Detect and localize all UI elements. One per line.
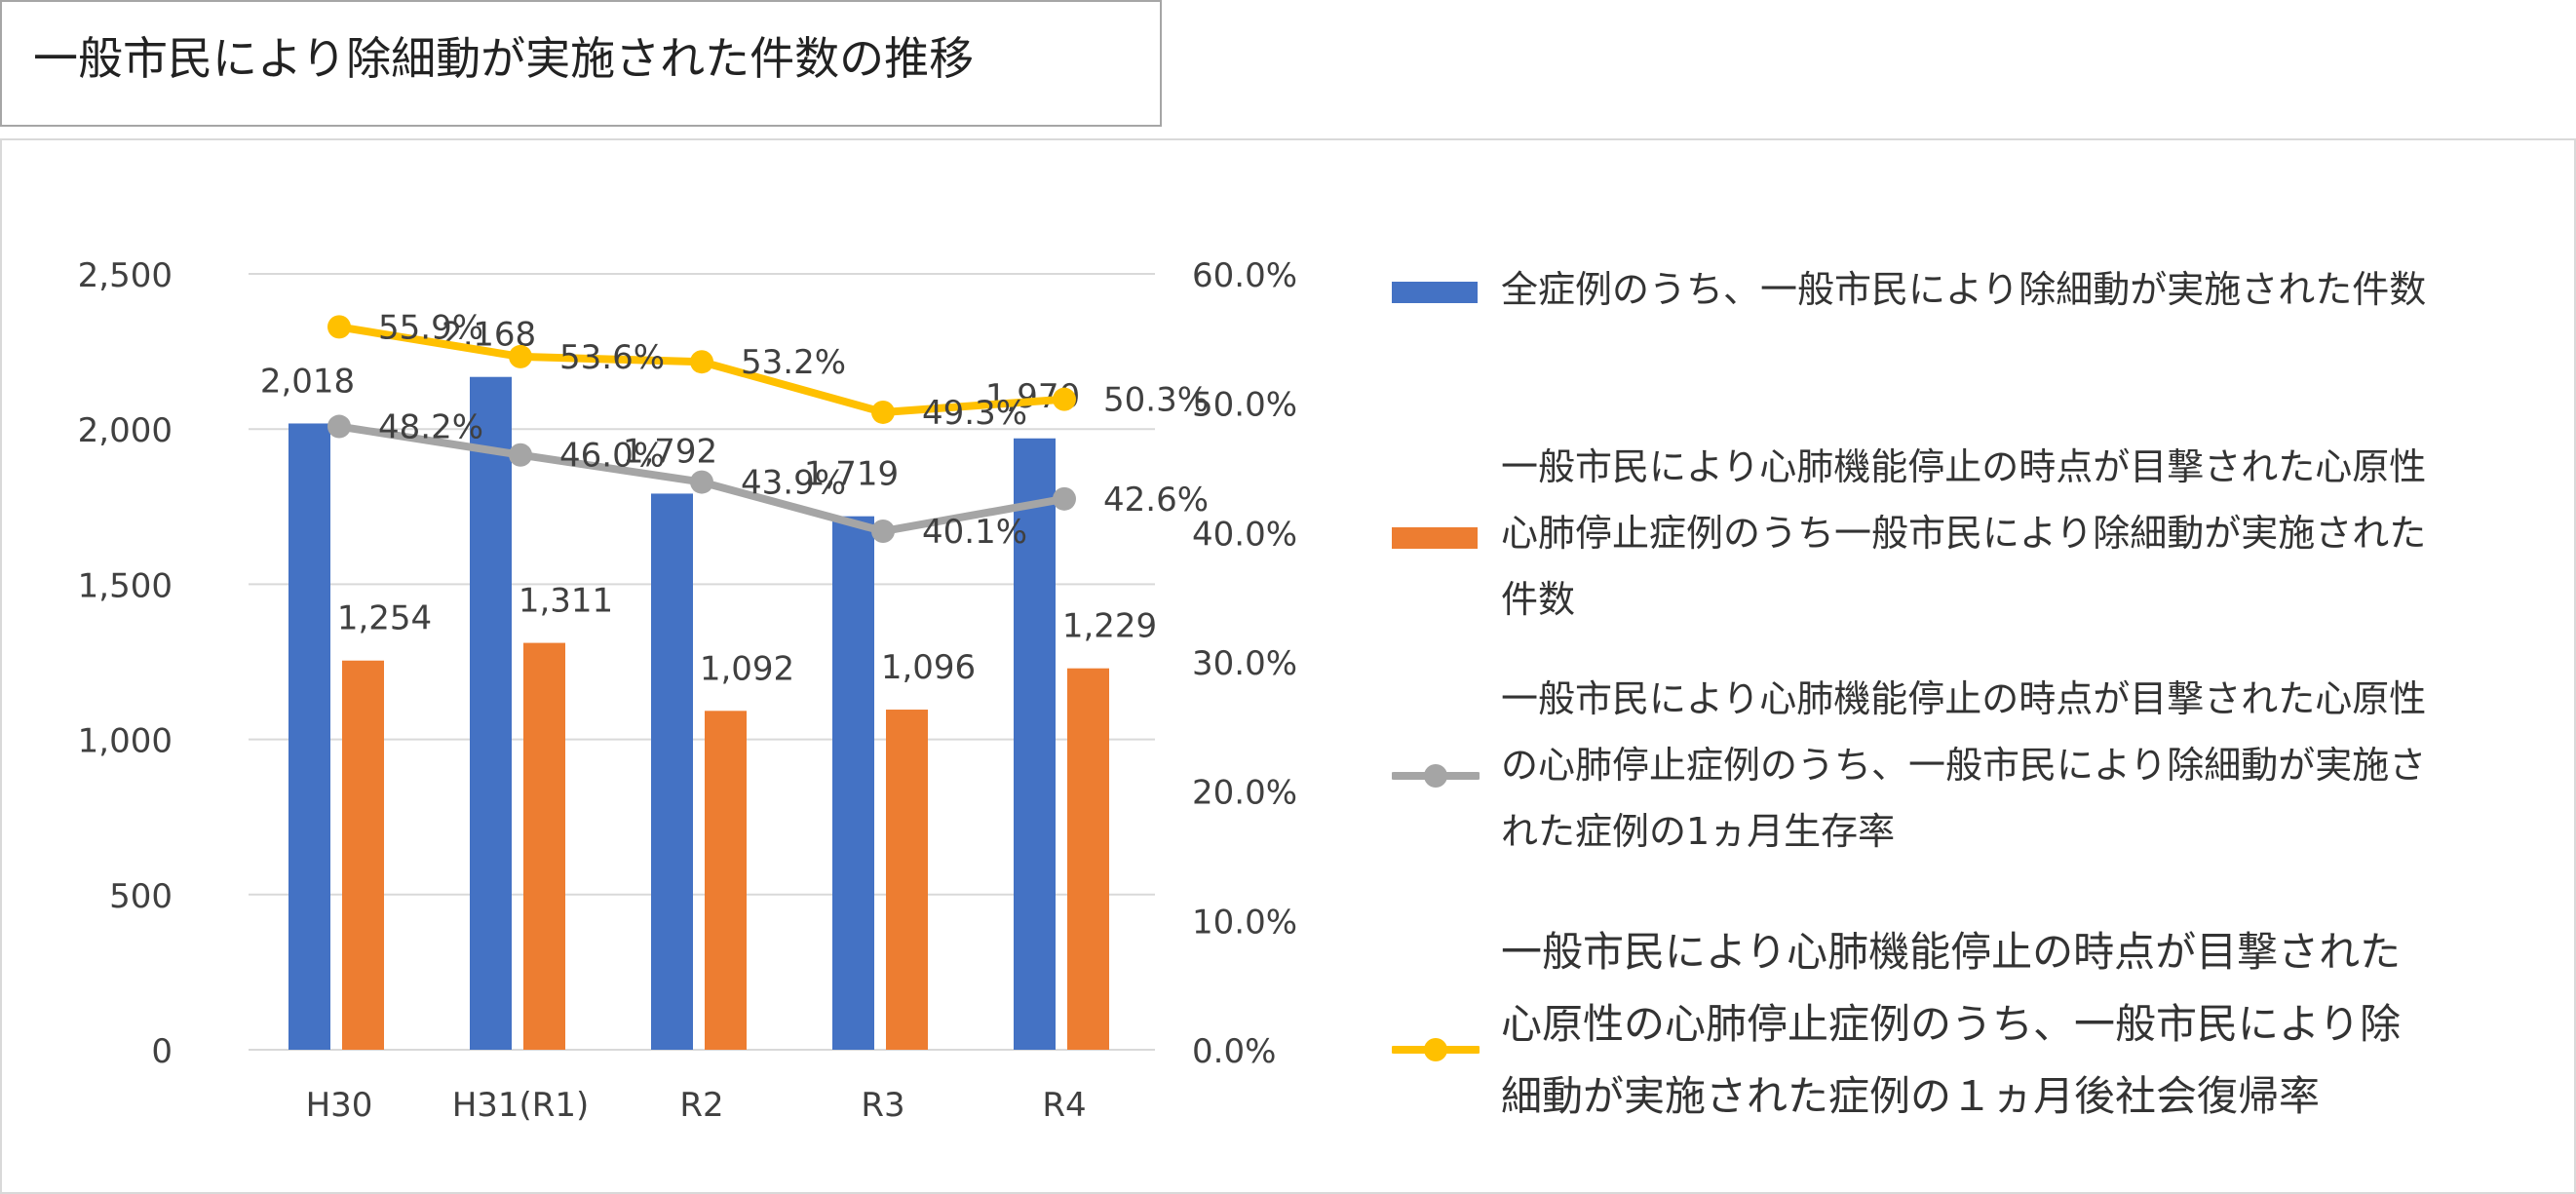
x-tick-label: R2 [679,1086,723,1125]
legend-item-series3: 一般市民により心肺機能停止の時点が目撃された心原性 の心肺停止症例のうち、一般市… [1384,666,2554,870]
bar-series1 [470,376,512,1050]
bar-data-label: 1,229 [1062,607,1157,646]
legend-swatch-series1 [1392,282,1478,303]
bar-series1 [832,516,874,1050]
line-data-label: 50.3% [1103,381,1209,420]
legend-line: 心原性の心肺停止症例のうち、一般市民により除 [1501,1000,2402,1048]
legend-marker-series4 [1390,1038,1481,1061]
y-right-tick-label: 50.0% [1192,386,1297,425]
y-left-tick-label: 0 [151,1032,173,1071]
bar-series2 [886,710,928,1050]
line-marker [690,470,713,494]
line-data-label: 55.9% [378,308,483,347]
legend-line: の心肺停止症例のうち、一般市民により除細動が実施さ [1501,744,2427,787]
y-right-tick-label: 30.0% [1192,644,1297,683]
legend-swatch-series3 [1390,761,1481,790]
y-right-tick-label: 40.0% [1192,515,1297,554]
legend-swatch-series2 [1392,527,1478,549]
legend-line: 一般市民により心肺機能停止の時点が目撃された心原性 [1501,677,2427,720]
legend-line: 一般市民により心肺機能停止の時点が目撃された心原性 [1501,445,2427,488]
legend-label-series4: 一般市民により心肺機能停止の時点が目撃された 心原性の心肺停止症例のうち、一般市… [1501,916,2401,1133]
y-right-tick-label: 20.0% [1192,774,1297,813]
bar-data-label: 1,792 [623,432,717,471]
bar-data-label: 2,018 [260,362,355,401]
legend-line: 細動が実施された症例の１ヵ月後社会復帰率 [1501,1072,2321,1120]
line-data-label: 53.6% [559,338,665,377]
x-tick-label: H31(R1) [452,1086,590,1125]
legend-line: 件数 [1501,578,1576,621]
chart-title-box: 一般市民により除細動が実施された件数の推移 [0,0,1162,127]
legend-label-series3: 一般市民により心肺機能停止の時点が目撃された心原性 の心肺停止症例のうち、一般市… [1501,666,2426,865]
y-left-tick-label: 1,000 [78,722,173,761]
y-left-tick-label: 2,000 [78,411,173,450]
bar-series2 [705,711,747,1050]
y-right-tick-label: 10.0% [1192,903,1297,942]
bar-series2 [1067,668,1109,1050]
y-left-tick-label: 2,500 [78,256,173,295]
line-marker [327,414,351,439]
line-data-label: 42.6% [1103,481,1209,520]
line-marker [509,344,532,368]
line-marker [871,400,895,424]
bar-series2 [342,660,384,1050]
y-left-tick-label: 1,500 [78,566,173,605]
line-data-label: 40.1% [922,513,1027,552]
line-marker [1053,486,1076,511]
chart-title: 一般市民により除細動が実施された件数の推移 [33,32,975,85]
legend-label-series2: 一般市民により心肺機能停止の時点が目撃された心原性 心肺停止症例のうち一般市民に… [1501,434,2426,633]
legend-line: れた症例の1ヵ月生存率 [1501,810,1896,853]
bar-series1 [1014,438,1056,1050]
line-data-label: 43.9% [741,464,846,503]
line-data-label: 53.2% [741,343,846,382]
legend-item-series2: 一般市民により心肺機能停止の時点が目撃された心原性 心肺停止症例のうち一般市民に… [1384,434,2554,638]
bar-data-label: 1,092 [700,649,794,688]
x-tick-label: R3 [861,1086,904,1125]
x-tick-label: R4 [1042,1086,1086,1125]
y-right-tick-label: 60.0% [1192,256,1297,295]
line-data-label: 48.2% [378,408,483,447]
chart-frame [0,138,2576,1194]
y-right-tick-label: 0.0% [1192,1032,1276,1071]
line-data-label: 49.3% [922,394,1027,433]
x-tick-label: H30 [306,1086,373,1125]
bar-data-label: 1,719 [804,455,899,494]
line-data-label: 46.0% [559,437,665,476]
bar-series1 [288,423,330,1050]
bar-series1 [651,493,693,1050]
line-marker [690,350,713,374]
bar-data-label: 1,096 [881,648,976,687]
legend-line: 心肺停止症例のうち一般市民により除細動が実施された [1501,512,2427,555]
legend-line: 一般市民により心肺機能停止の時点が目撃された [1501,928,2402,976]
line-marker [327,315,351,339]
bar-data-label: 1,254 [337,599,432,638]
legend-swatch-series4 [1390,1035,1481,1064]
line-marker [1053,387,1076,411]
bar-data-label: 1,311 [519,582,613,621]
line-marker [509,443,532,467]
bar-series2 [523,642,565,1050]
line-marker [871,520,895,544]
y-left-tick-label: 500 [109,877,173,916]
legend-label-series1: 全症例のうち、一般市民により除細動が実施された件数 [1501,268,2427,311]
legend-item-series1: 全症例のうち、一般市民により除細動が実施された件数 [1384,249,2554,327]
legend-marker-series3 [1390,764,1481,788]
legend-item-series4: 一般市民により心肺機能停止の時点が目撃された 心原性の心肺停止症例のうち、一般市… [1384,916,2554,1140]
